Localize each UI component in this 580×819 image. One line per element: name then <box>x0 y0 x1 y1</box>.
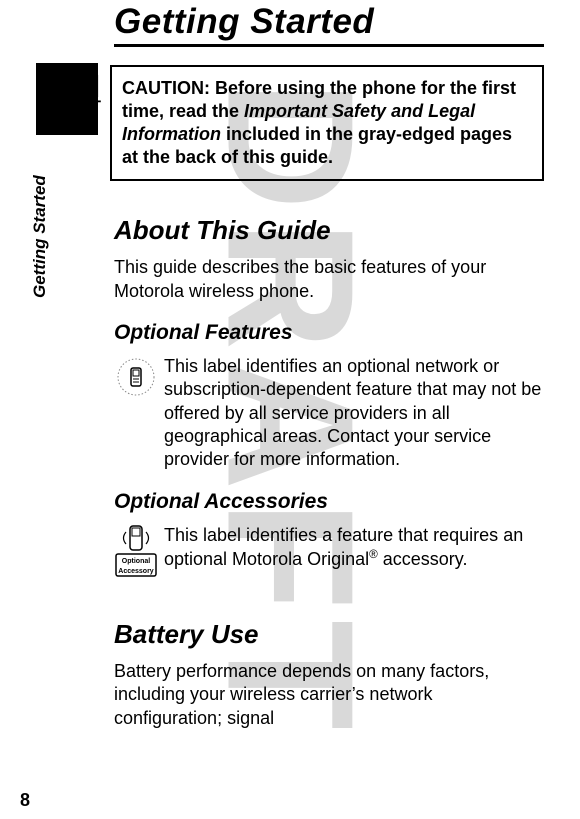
side-section-label: Getting Started <box>30 175 50 298</box>
page: Getting Started Getting Started CAUTION:… <box>0 0 580 819</box>
body-optional-features: This label identifies an optional networ… <box>164 355 544 472</box>
heading-optional-features: Optional Features <box>114 321 544 345</box>
page-title: Getting Started <box>114 2 544 47</box>
optional-accessories-row: Optional Accessory This label identifies… <box>114 524 544 585</box>
heading-optional-accessories: Optional Accessories <box>114 490 544 514</box>
body-battery-use: Battery performance depends on many fact… <box>114 660 544 730</box>
accessories-text-before: This label identifies a feature that req… <box>164 525 523 569</box>
caution-row: CAUTION: Before using the phone for the … <box>114 65 544 181</box>
phone-icon <box>72 69 108 110</box>
accessories-text-after: accessory. <box>378 549 468 569</box>
content-area: Getting Started CAUTION: Before using th… <box>114 0 562 730</box>
heading-battery-use: Battery Use <box>114 619 544 650</box>
registered-mark: ® <box>369 548 378 561</box>
page-number: 8 <box>20 790 30 811</box>
optional-accessory-icon: Optional Accessory <box>114 524 158 585</box>
caution-box: CAUTION: Before using the phone for the … <box>110 65 544 181</box>
network-subscription-icon <box>114 355 158 404</box>
optional-features-row: This label identifies an optional networ… <box>114 355 544 472</box>
body-optional-accessories: This label identifies a feature that req… <box>164 524 544 572</box>
caution-label: CAUTION: <box>122 78 210 98</box>
optional-accessory-icon-top-text: Optional <box>122 558 150 565</box>
optional-accessory-icon-bottom-text: Accessory <box>118 568 154 575</box>
body-about-guide: This guide describes the basic features … <box>114 256 544 303</box>
heading-about-guide: About This Guide <box>114 215 544 246</box>
